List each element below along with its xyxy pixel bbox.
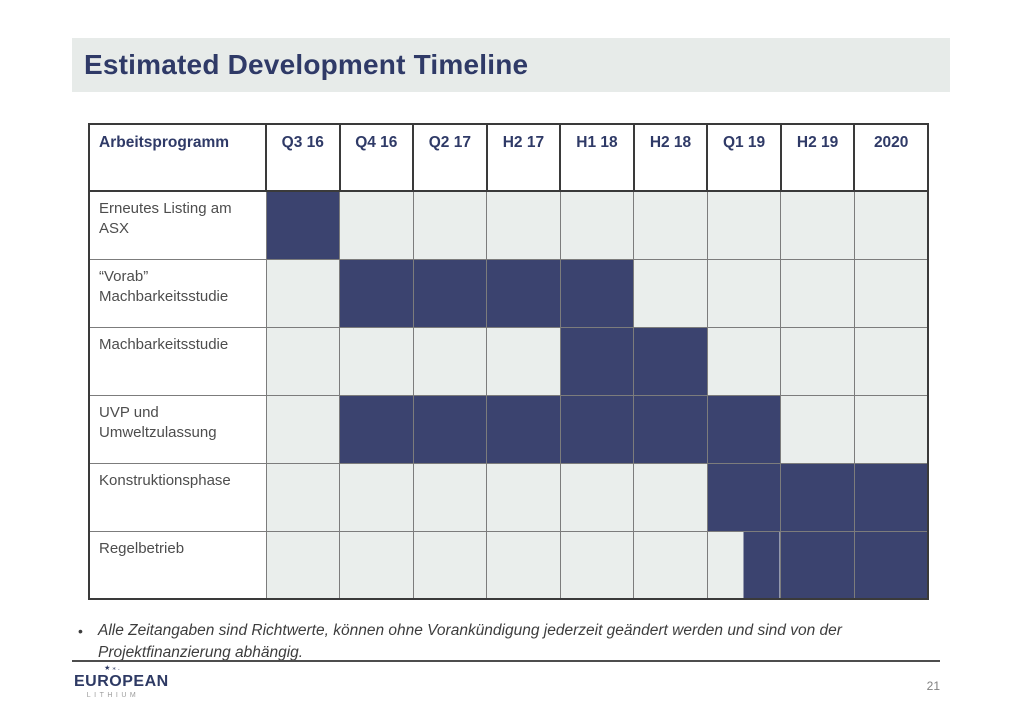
timeline-table-header: Arbeitsprogramm Q3 16 Q4 16 Q2 17 H2 17 H1 18… — [88, 123, 929, 192]
timeline-cell-empty — [780, 394, 855, 464]
timeline-cell-empty — [853, 326, 929, 396]
column-header-period: Q3 16 — [265, 123, 341, 192]
timeline-cell-active — [559, 258, 635, 328]
logo-secondary-text: LITHIUM — [86, 692, 140, 699]
timeline-cell-active — [780, 530, 855, 600]
timeline-cell-empty — [265, 258, 341, 328]
timeline-cell-active — [412, 258, 488, 328]
timeline-cell-active — [559, 326, 635, 396]
row-label: “Vorab” Machbarkeitsstudie — [88, 258, 267, 328]
row-label: Konstruktionsphase — [88, 462, 267, 532]
timeline-cell-empty — [559, 530, 635, 600]
table-row: Konstruktionsphase — [88, 462, 929, 532]
row-label: UVP und Umweltzulassung — [88, 394, 267, 464]
page-number: 21 — [926, 679, 940, 693]
timeline-cell-empty — [412, 530, 488, 600]
table-row: “Vorab” Machbarkeitsstudie — [88, 258, 929, 328]
logo-stars-icon: ★⁎. — [104, 665, 122, 672]
timeline-cell-empty — [853, 190, 929, 260]
timeline-cell-empty — [559, 190, 635, 260]
timeline-cell-active — [486, 394, 561, 464]
logo-primary-text: EUROPEAN — [74, 673, 169, 690]
timeline-cell-empty — [633, 462, 708, 532]
footnote-text: Alle Zeitangaben sind Richtwerte, können… — [98, 622, 842, 662]
timeline-cell-active — [853, 462, 929, 532]
timeline-cell-empty — [339, 530, 414, 600]
column-header-period: H1 18 — [559, 123, 635, 192]
column-header-period: H2 19 — [779, 123, 856, 192]
timeline-cell-empty — [486, 190, 561, 260]
title-banner: Estimated Development Timeline — [72, 38, 950, 92]
column-header-period: Q2 17 — [412, 123, 488, 192]
row-label: Machbarkeitsstudie — [88, 326, 267, 396]
timeline-cell-active — [412, 394, 488, 464]
timeline-cell-active — [339, 258, 414, 328]
timeline-cell-active — [706, 462, 782, 532]
timeline-table-body: Erneutes Listing am ASX “Vorab” Machbarke… — [88, 190, 929, 600]
timeline-cell-active — [486, 258, 561, 328]
timeline-cell-empty — [486, 530, 561, 600]
timeline-cell-empty — [706, 326, 782, 396]
column-header-period: H2 17 — [485, 123, 562, 192]
timeline-cell-empty — [780, 258, 855, 328]
table-row: UVP und Umweltzulassung — [88, 394, 929, 464]
timeline-cell-active — [706, 530, 782, 600]
timeline-cell-active — [265, 190, 341, 260]
timeline-cell-active — [853, 530, 929, 600]
column-header-period: Q4 16 — [338, 123, 415, 192]
timeline-cell-empty — [412, 462, 488, 532]
footnote: • Alle Zeitangaben sind Richtwerte, könn… — [78, 620, 938, 665]
timeline-cell-empty — [486, 462, 561, 532]
row-label: Regelbetrieb — [88, 530, 267, 600]
column-header-period: Q1 19 — [706, 123, 782, 192]
timeline-cell-empty — [265, 394, 341, 464]
timeline-cell-active — [339, 394, 414, 464]
timeline-cell-empty — [853, 394, 929, 464]
timeline-cell-empty — [633, 258, 708, 328]
company-logo: ★⁎. EUROPEAN LITHIUM — [74, 665, 169, 701]
timeline-cell-empty — [412, 326, 488, 396]
timeline-cell-empty — [706, 258, 782, 328]
table-row: Erneutes Listing am ASX — [88, 190, 929, 260]
timeline-cell-empty — [265, 326, 341, 396]
timeline-cell-empty — [265, 462, 341, 532]
timeline-cell-empty — [633, 530, 708, 600]
timeline-cell-empty — [486, 326, 561, 396]
row-label: Erneutes Listing am ASX — [88, 190, 267, 260]
timeline-cell-active — [633, 326, 708, 396]
timeline-cell-empty — [339, 326, 414, 396]
footer-divider — [72, 660, 940, 662]
page-title: Estimated Development Timeline — [84, 49, 529, 80]
timeline-cell-active — [633, 394, 708, 464]
timeline-cell-empty — [780, 190, 855, 260]
timeline-cell-active — [706, 394, 782, 464]
timeline-cell-empty — [780, 326, 855, 396]
table-row: Machbarkeitsstudie — [88, 326, 929, 396]
timeline-cell-empty — [412, 190, 488, 260]
column-header-period: H2 18 — [632, 123, 709, 192]
timeline-table: Arbeitsprogramm Q3 16 Q4 16 Q2 17 H2 17 H1 18… — [88, 123, 929, 600]
timeline-cell-active — [559, 394, 635, 464]
bullet-icon: • — [78, 623, 83, 639]
timeline-cell-empty — [265, 530, 341, 600]
timeline-cell-empty — [633, 190, 708, 260]
column-header-label: Arbeitsprogramm — [88, 123, 267, 192]
timeline-cell-empty — [339, 462, 414, 532]
timeline-cell-empty — [339, 190, 414, 260]
timeline-cell-active — [780, 462, 855, 532]
header-row: Arbeitsprogramm Q3 16 Q4 16 Q2 17 H2 17 H1 18… — [88, 123, 929, 192]
table-row: Regelbetrieb — [88, 530, 929, 600]
timeline-cell-empty — [559, 462, 635, 532]
timeline-cell-empty — [706, 190, 782, 260]
timeline-cell-empty — [853, 258, 929, 328]
column-header-period: 2020 — [853, 123, 929, 192]
